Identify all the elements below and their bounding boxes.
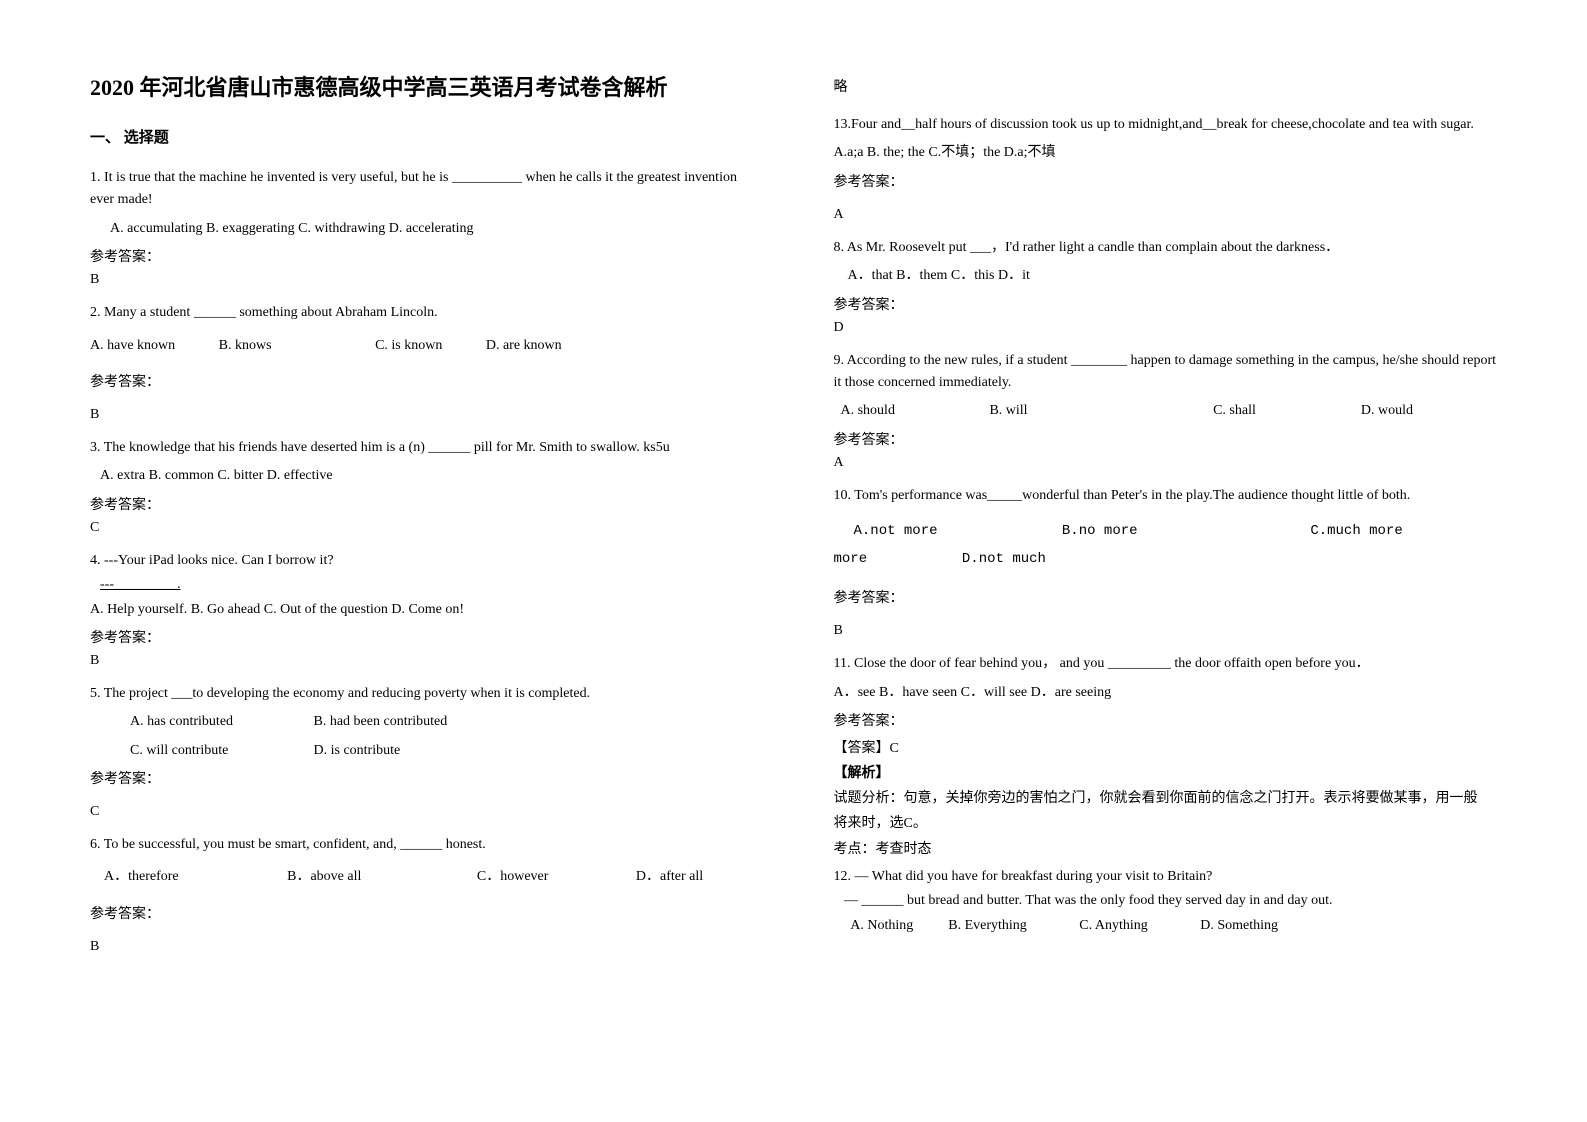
answer-label: 参考答案：: [834, 587, 1498, 607]
q5-opt-a: A. has contributed: [130, 711, 310, 733]
answer-label: 参考答案：: [834, 710, 1498, 730]
right-column: 略 13.Four and__half hours of discussion …: [794, 0, 1587, 1122]
question-4-options: A. Help yourself. B. Go ahead C. Out of …: [90, 599, 754, 621]
question-4-line1: 4. ---Your iPad looks nice. Can I borrow…: [90, 550, 754, 572]
question-10-answer: B: [834, 623, 1498, 639]
section-title: 一、 选择题: [90, 126, 754, 147]
q10-opt-d: D.not much: [962, 551, 1046, 567]
answer-label: 参考答案：: [90, 371, 754, 391]
question-8-options: A．that B．them C．this D．it: [848, 265, 1498, 287]
question-10-options: A.not more B.no more C.much more more D.…: [854, 517, 1498, 573]
question-1: 1. It is true that the machine he invent…: [90, 167, 754, 212]
question-11-analysis: 【答案】C 【解析】 试题分析：句意，关掉你旁边的害怕之门，你就会看到你面前的信…: [834, 736, 1498, 862]
q2-opt-d: D. are known: [486, 335, 562, 357]
question-3-answer: C: [90, 520, 754, 536]
question-3: 3. The knowledge that his friends have d…: [90, 437, 754, 459]
question-5-options-row1: A. has contributed B. had been contribut…: [130, 711, 754, 733]
question-9-answer: A: [834, 455, 1498, 471]
question-5-answer: C: [90, 804, 754, 820]
answer-label: 参考答案：: [834, 429, 1498, 449]
question-6-options: A．therefore B．above all C．however D．afte…: [104, 866, 754, 888]
q10-opt-b: B.no more: [1062, 517, 1302, 545]
question-13: 13.Four and__half hours of discussion to…: [834, 114, 1498, 136]
question-6-answer: B: [90, 939, 754, 955]
question-9-options: A. should B. will C. shall D. would: [834, 400, 1498, 422]
question-11: 11. Close the door of fear behind you， a…: [834, 653, 1498, 675]
document-title: 2020 年河北省唐山市惠德高级中学高三英语月考试卷含解析: [90, 70, 754, 102]
question-3-options: A. extra B. common C. bitter D. effectiv…: [100, 465, 754, 487]
analysis-line2: 将来时，选C。: [834, 811, 1498, 836]
answer-label: 参考答案：: [90, 246, 754, 266]
question-1-answer: B: [90, 272, 754, 288]
question-8: 8. As Mr. Roosevelt put ___，I'd rather l…: [834, 237, 1498, 259]
answer-label: 参考答案：: [834, 294, 1498, 314]
question-12-line1: 12. — What did you have for breakfast du…: [834, 866, 1498, 888]
question-9: 9. According to the new rules, if a stud…: [834, 350, 1498, 395]
omitted-text: 略: [834, 76, 1498, 96]
answer-label: 参考答案：: [834, 171, 1498, 191]
q2-opt-a: A. have known: [90, 335, 175, 357]
answer-label: 参考答案：: [90, 627, 754, 647]
question-5: 5. The project ___to developing the econ…: [90, 683, 754, 705]
answer-label: 参考答案：: [90, 903, 754, 923]
question-12-options: A. Nothing B. Everything C. Anything D. …: [834, 915, 1498, 937]
q2-opt-b: B. knows: [219, 335, 272, 357]
question-10: 10. Tom's performance was_____wonderful …: [834, 485, 1498, 507]
q10-opt-a: A.not more: [854, 517, 1054, 545]
analysis-title: 【解析】: [834, 761, 1498, 786]
question-8-answer: D: [834, 320, 1498, 336]
answer-label: 参考答案：: [90, 768, 754, 788]
analysis-answer: 【答案】C: [834, 736, 1498, 761]
left-column: 2020 年河北省唐山市惠德高级中学高三英语月考试卷含解析 一、 选择题 1. …: [0, 0, 794, 1122]
question-5-options-row2: C. will contribute D. is contribute: [130, 740, 754, 762]
question-4-line2: ---_________.: [100, 574, 181, 596]
question-11-options: A．see B．have seen C．will see D．are seein…: [834, 682, 1498, 704]
question-13-options: A.a;a B. the; the C.不填；the D.a;不填: [834, 142, 1498, 164]
q5-opt-d: D. is contribute: [314, 743, 401, 758]
q5-opt-b: B. had been contributed: [314, 714, 448, 729]
question-2: 2. Many a student ______ something about…: [90, 302, 754, 324]
q5-opt-c: C. will contribute: [130, 740, 310, 762]
q10-opt-c: C.much more: [1310, 523, 1402, 539]
question-12-line2: — ______ but bread and butter. That was …: [834, 890, 1498, 912]
question-2-answer: B: [90, 407, 754, 423]
q2-opt-c: C. is known: [375, 335, 442, 357]
answer-label: 参考答案：: [90, 494, 754, 514]
question-6: 6. To be successful, you must be smart, …: [90, 834, 754, 856]
question-4-answer: B: [90, 653, 754, 669]
question-13-answer: A: [834, 207, 1498, 223]
question-2-options: A. have known B. knows C. is known D. ar…: [90, 335, 754, 357]
analysis-line3: 考点：考查时态: [834, 837, 1498, 862]
analysis-line1: 试题分析：句意，关掉你旁边的害怕之门，你就会看到你面前的信念之门打开。表示将要做…: [834, 786, 1498, 811]
question-1-options: A. accumulating B. exaggerating C. withd…: [110, 218, 754, 240]
